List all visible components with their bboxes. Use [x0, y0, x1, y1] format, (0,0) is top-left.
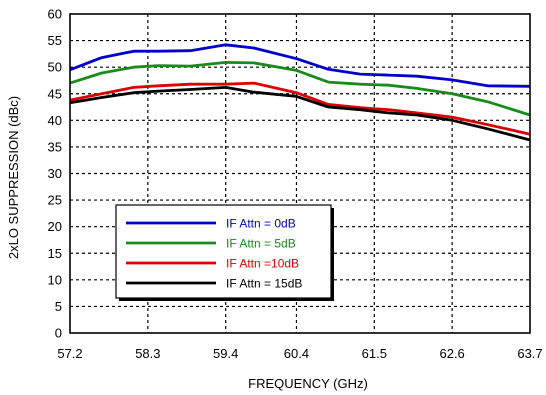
- y-tick-label: 0: [55, 326, 62, 341]
- legend-label: IF Attn = 15dB: [226, 277, 302, 291]
- series-lines: [69, 43, 531, 142]
- legend-label: IF Attn = 5dB: [226, 237, 296, 251]
- x-tick-label: 57.2: [57, 346, 82, 361]
- y-tick-label: 45: [48, 86, 62, 101]
- y-tick-label: 50: [48, 60, 62, 75]
- y-tick-label: 40: [48, 113, 62, 128]
- y-tick-label: 60: [48, 7, 62, 22]
- x-tick-label: 60.4: [284, 346, 309, 361]
- y-tick-label: 35: [48, 139, 62, 154]
- plot-area-frame: [69, 13, 531, 334]
- y-tick-label: 20: [48, 219, 62, 234]
- legend-label: IF Attn = 0dB: [226, 217, 296, 231]
- legend: IF Attn = 0dB IF Attn = 5dB IF Attn =10dB I…: [115, 204, 334, 301]
- x-tick-label: 58.3: [135, 346, 160, 361]
- x-tick-label: 61.5: [362, 346, 387, 361]
- series-line-2: [69, 61, 531, 117]
- legend-label: IF Attn =10dB: [226, 257, 299, 271]
- x-tick-label: 62.6: [439, 346, 464, 361]
- y-axis-ticks: 0 5 10 15 20 25 30 35 40 45 50 55 60: [48, 7, 62, 341]
- x-tick-label: 59.4: [213, 346, 238, 361]
- y-tick-label: 10: [48, 272, 62, 287]
- y-tick-label: 25: [48, 193, 62, 208]
- x-tick-label: 63.7: [517, 346, 542, 361]
- y-tick-label: 5: [55, 299, 62, 314]
- series-line-4: [69, 86, 531, 142]
- series-line-3: [69, 81, 531, 136]
- y-axis-title: 2xLO SUPPRESSION (dBc): [6, 96, 21, 259]
- x-axis-title: FREQUENCY (GHz): [248, 376, 368, 391]
- y-tick-label: 55: [48, 33, 62, 48]
- y-tick-label: 30: [48, 166, 62, 181]
- x-axis-ticks: 57.2 58.3 59.4 60.4 61.5 62.6 63.7: [57, 346, 542, 361]
- series-line-1: [69, 43, 531, 88]
- y-tick-label: 15: [48, 246, 62, 261]
